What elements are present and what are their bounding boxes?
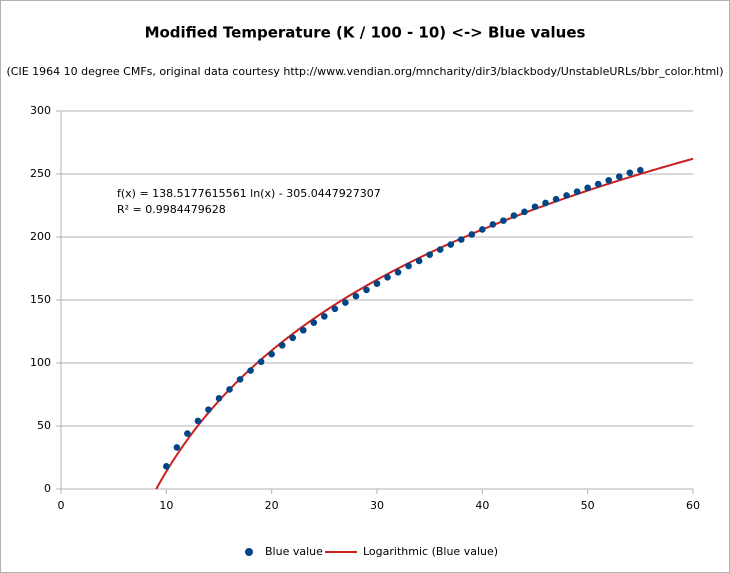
y-tick-label: 150 [30, 293, 51, 306]
point [436, 246, 444, 253]
point [521, 208, 528, 216]
point [468, 231, 476, 238]
point [552, 195, 560, 203]
point [373, 280, 381, 287]
y-tick-label: 300 [30, 104, 51, 117]
y-tick-label: 50 [37, 419, 51, 432]
point [394, 268, 402, 276]
point [226, 386, 233, 393]
point [352, 292, 360, 300]
point [268, 350, 275, 358]
y-tick-label: 0 [44, 482, 51, 495]
x-tick-label: 40 [475, 499, 489, 512]
point [299, 326, 307, 334]
point [184, 430, 191, 437]
point [573, 188, 581, 195]
legend-marker [245, 548, 253, 556]
point [363, 286, 370, 294]
point [215, 394, 223, 402]
x-tick-label: 0 [58, 499, 65, 512]
point [173, 444, 181, 451]
point [321, 313, 328, 320]
point [310, 319, 318, 326]
y-tick-label: 100 [30, 356, 51, 369]
point [163, 463, 170, 470]
point [457, 236, 465, 243]
chart-subtitle: (CIE 1964 10 degree CMFs, original data … [6, 65, 723, 78]
y-tick-label: 200 [30, 230, 51, 243]
point [405, 262, 412, 270]
x-tick-label: 20 [265, 499, 279, 512]
point [479, 226, 486, 233]
point [500, 217, 507, 224]
point [594, 180, 602, 188]
x-tick-label: 60 [686, 499, 700, 512]
point [542, 199, 549, 207]
point [205, 406, 212, 413]
point [384, 274, 391, 281]
legend-label: Blue value [265, 545, 323, 558]
trendline [155, 157, 694, 490]
x-tick-label: 10 [159, 499, 173, 512]
point [426, 251, 433, 258]
point [637, 166, 644, 174]
point [489, 221, 497, 228]
point [247, 367, 254, 374]
point [236, 376, 244, 383]
point [615, 173, 623, 180]
point [194, 417, 202, 425]
x-tick-label: 50 [581, 499, 595, 512]
point [626, 169, 634, 177]
point [342, 299, 349, 306]
point [331, 305, 339, 313]
y-tick-label: 250 [30, 167, 51, 180]
point [289, 334, 297, 342]
x-tick-label: 30 [370, 499, 384, 512]
point [278, 342, 286, 349]
point [605, 177, 613, 184]
point [447, 241, 455, 248]
point [415, 257, 423, 265]
legend-label: Logarithmic (Blue value) [363, 545, 498, 558]
point [584, 184, 591, 192]
trend-r2: R² = 0.9984479628 [117, 203, 226, 216]
point [563, 192, 570, 199]
chart-title: Modified Temperature (K / 100 - 10) <-> … [145, 24, 586, 42]
point [257, 358, 265, 366]
point [531, 203, 539, 211]
point [510, 212, 518, 219]
trend-equation: f(x) = 138.5177615561 ln(x) - 305.044792… [117, 187, 381, 200]
